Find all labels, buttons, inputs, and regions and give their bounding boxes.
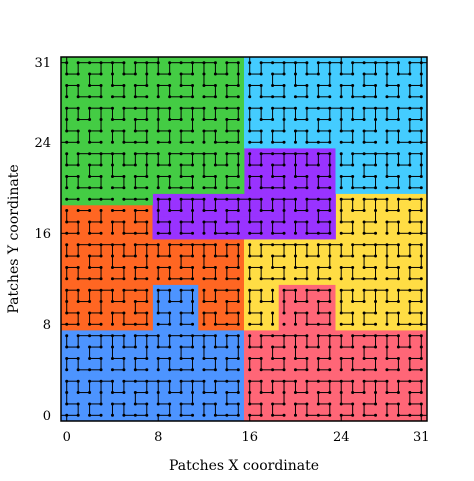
y-tick-label: 16 [34, 227, 51, 242]
x-axis-label: Patches X coordinate [169, 458, 319, 474]
plot-frame [60, 56, 428, 422]
x-tick-label: 24 [333, 430, 350, 445]
y-axis-label: Patches Y coordinate [6, 164, 22, 313]
plot-area [61, 57, 428, 422]
y-tick-label: 31 [34, 56, 51, 71]
y-axis-ticks: 0 8 16 24 31 [34, 56, 427, 424]
y-tick-label: 8 [43, 318, 51, 333]
x-tick-label: 0 [63, 430, 71, 445]
y-tick-label: 0 [43, 409, 51, 424]
patch-dots [65, 61, 423, 417]
x-tick-label: 16 [241, 430, 258, 445]
x-tick-label: 8 [154, 430, 162, 445]
patch-connections [66, 62, 422, 416]
y-tick-label: 24 [34, 136, 51, 151]
x-axis-ticks: 0 8 16 24 31 [63, 57, 430, 445]
x-tick-label: 31 [413, 430, 430, 445]
